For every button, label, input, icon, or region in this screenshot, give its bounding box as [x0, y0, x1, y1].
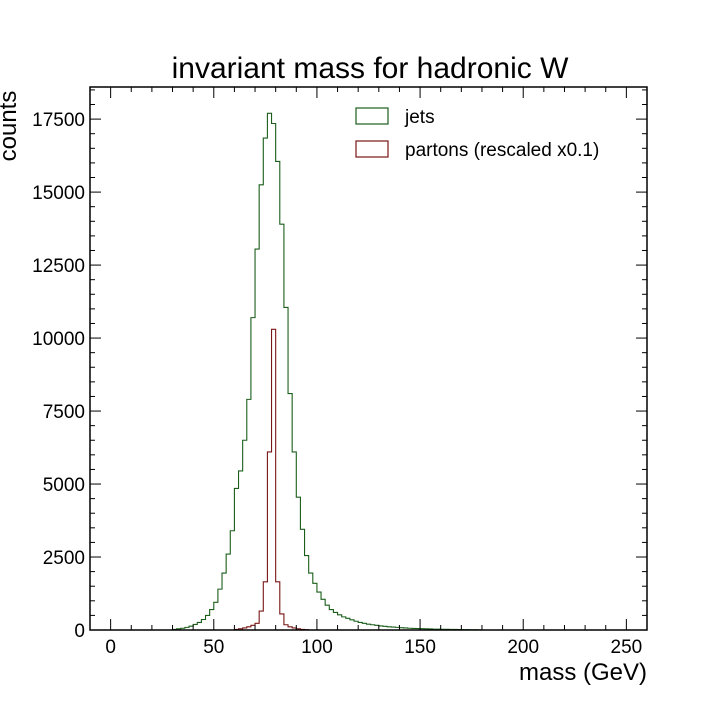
y-tick-label: 17500 [32, 110, 85, 131]
chart-title: invariant mass for hadronic W [172, 52, 569, 85]
y-tick-label: 5000 [43, 475, 85, 496]
y-tick-label: 15000 [32, 183, 85, 204]
legend-swatch-partons [355, 140, 389, 158]
plot-series [171, 112, 483, 631]
legend-swatch-jets [355, 107, 389, 125]
x-tick-label: 250 [611, 637, 643, 658]
y-tick-label: 7500 [43, 402, 85, 423]
y-tick-label: 2500 [43, 548, 85, 569]
legend-label-jets: jets [404, 107, 435, 128]
plot-frame [89, 86, 648, 631]
histogram-series-0 [171, 112, 483, 631]
y-tick-label: 12500 [32, 256, 85, 277]
legend: jets partons (rescaled x0.1) [355, 107, 599, 161]
x-tick-label: 200 [507, 637, 539, 658]
x-tick-label: 50 [203, 637, 224, 658]
legend-label-partons: partons (rescaled x0.1) [405, 140, 599, 161]
y-axis-label: counts [0, 91, 22, 162]
y-tick-label: 0 [74, 621, 85, 642]
x-axis-label: mass (GeV) [519, 659, 647, 686]
x-tick-label: 0 [105, 637, 116, 658]
x-tick-label: 100 [301, 637, 333, 658]
axis-ticks [89, 87, 648, 631]
tick-labels: 0 50 100 150 200 2500250050007500100001250015… [32, 110, 642, 658]
y-tick-label: 10000 [32, 329, 85, 350]
x-tick-label: 150 [404, 637, 436, 658]
histogram-series-1 [233, 328, 310, 631]
